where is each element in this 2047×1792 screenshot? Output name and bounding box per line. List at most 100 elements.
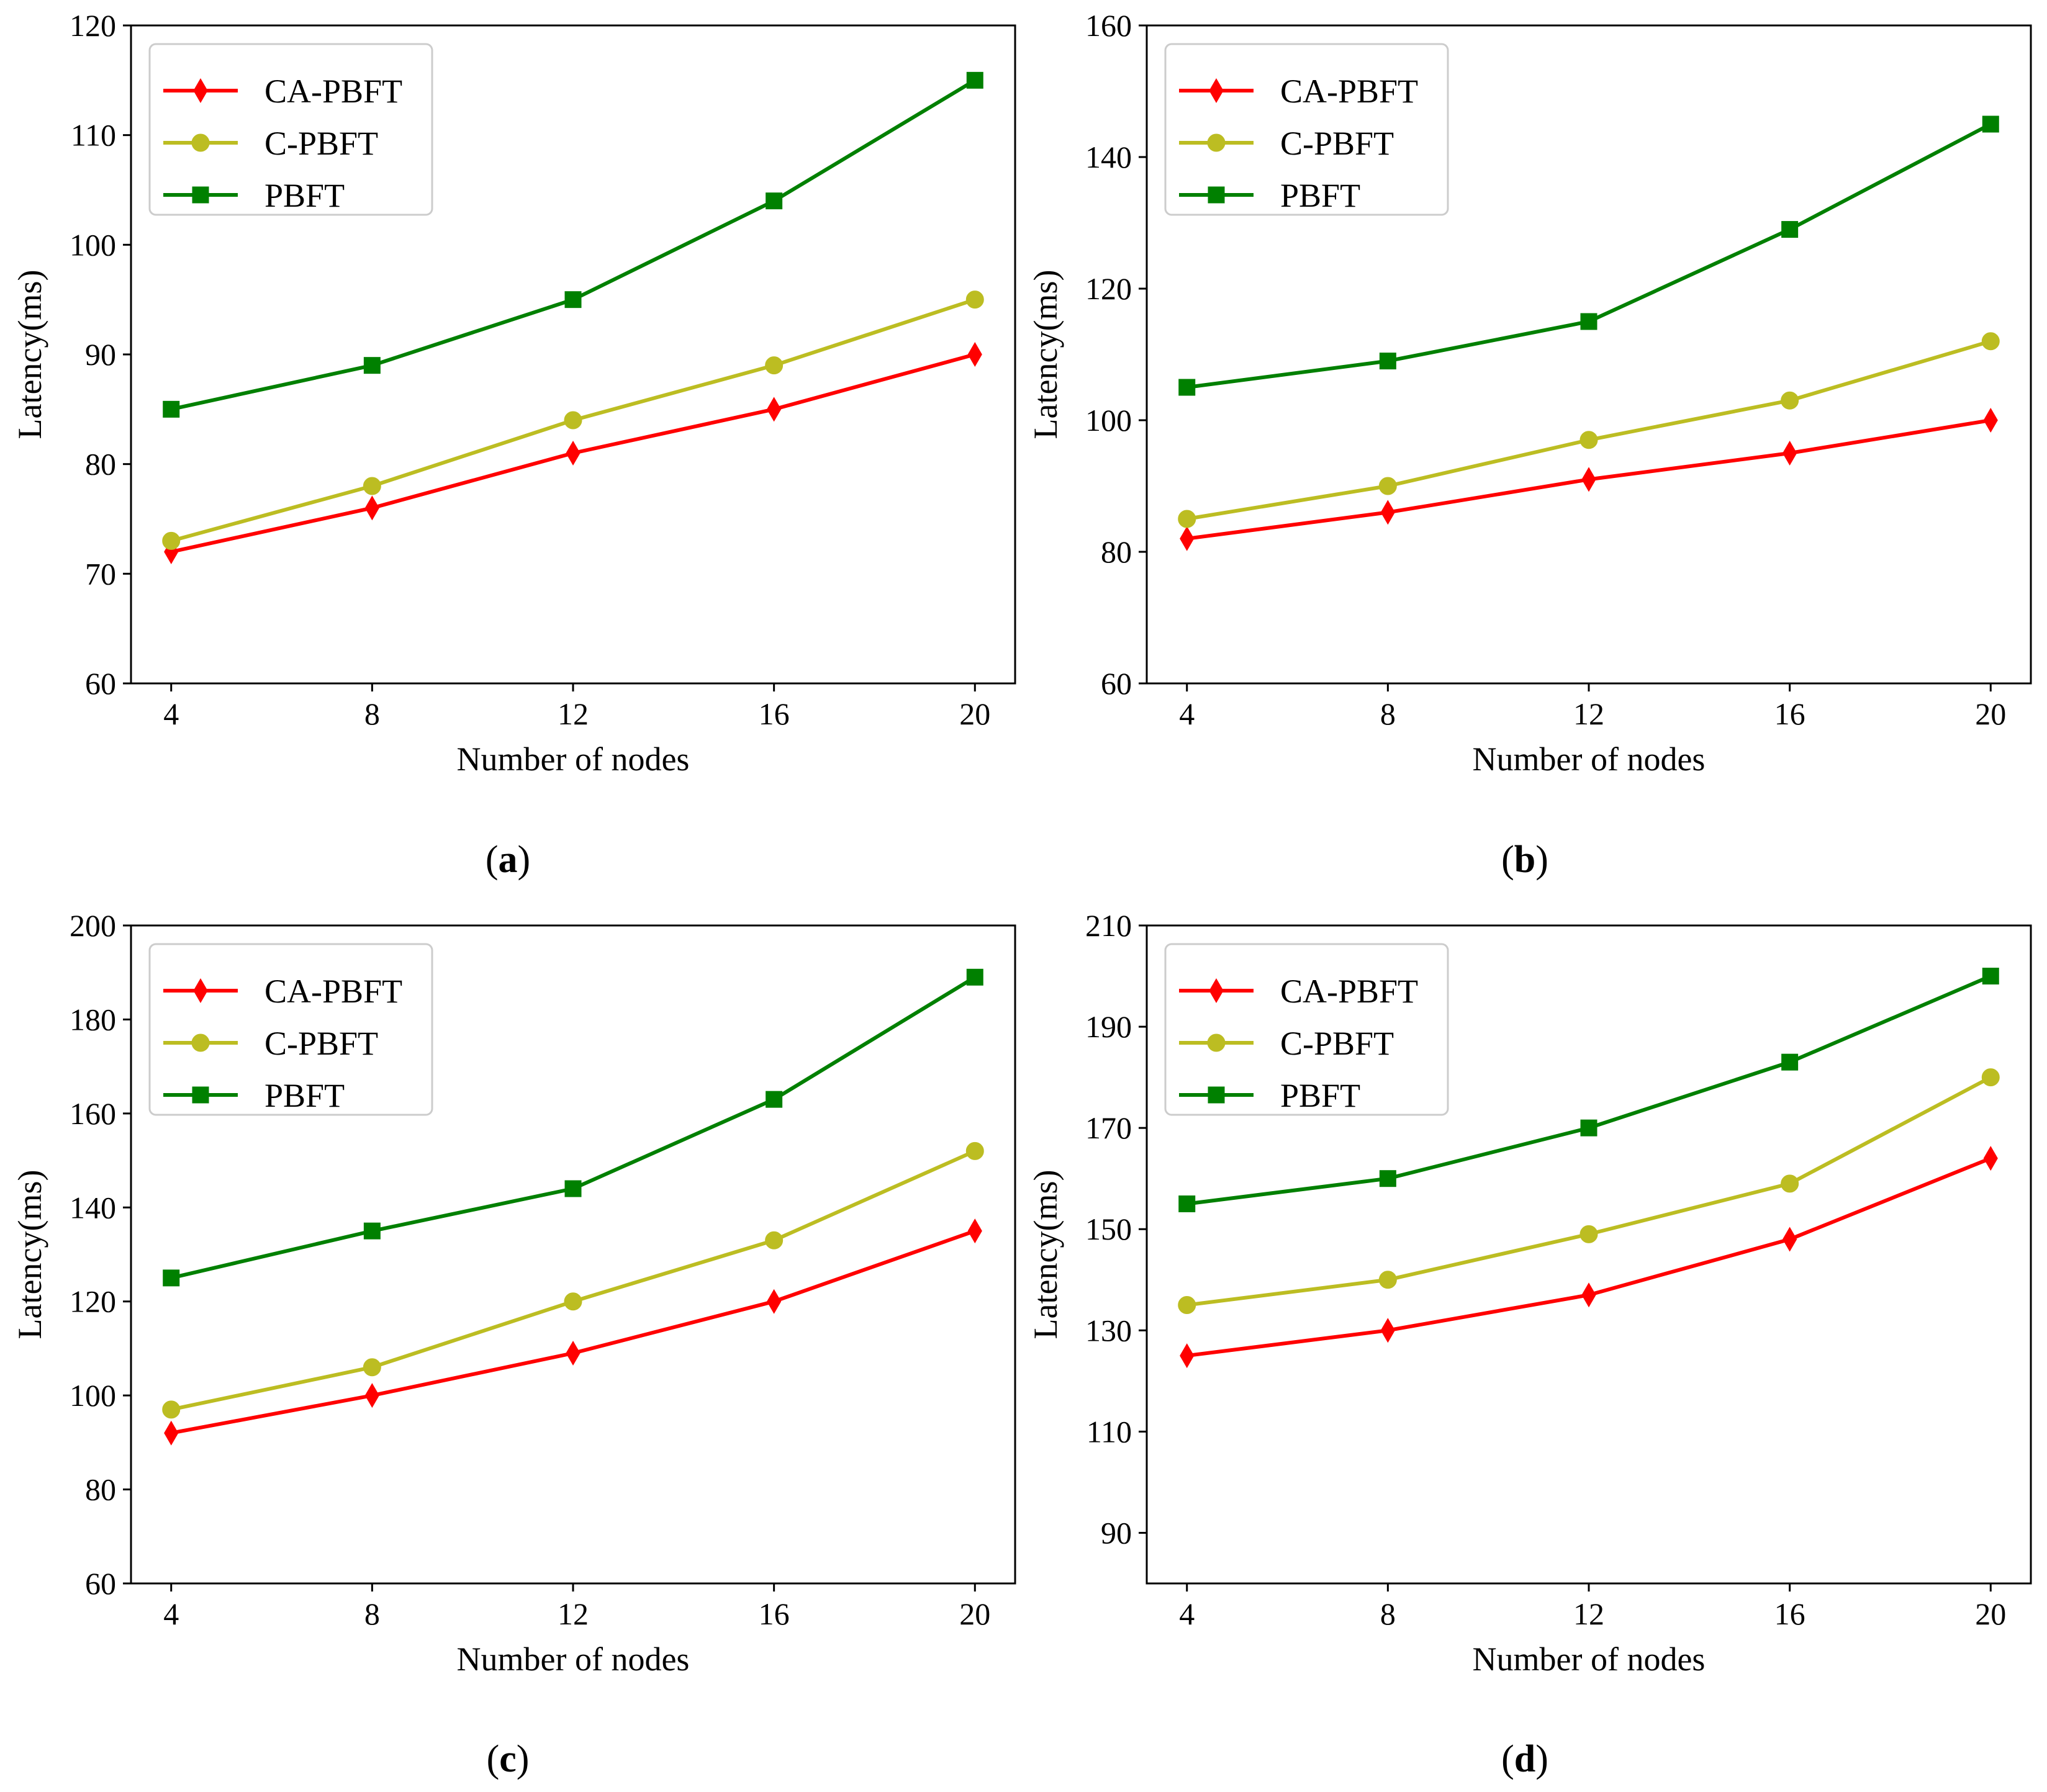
legend: CA-PBFT C-PBFT PBFT (148, 43, 433, 216)
panel-caption: (b) (1501, 839, 1548, 881)
data-point-pbft (1580, 1119, 1597, 1137)
data-point-pbft (1178, 379, 1196, 396)
y-tick-label: 170 (1085, 1110, 1132, 1145)
panel-caption: (a) (486, 839, 530, 881)
data-point-c-pbft (1579, 1225, 1598, 1243)
y-axis-title: Latency(ms) (1027, 270, 1064, 439)
data-point-pbft (1379, 1170, 1396, 1187)
x-tick-label: 20 (1975, 1596, 2006, 1631)
data-point-c-pbft (1378, 1271, 1397, 1289)
y-tick-label: 140 (70, 1190, 116, 1225)
data-point-pbft (1379, 353, 1396, 370)
series-c-pbft (162, 1141, 984, 1419)
chart-panel-d: 90 110 130 150 170 190 210 4 8 12 16 20 Number of no… (1027, 908, 2032, 1780)
panel-caption: (d) (1501, 1738, 1548, 1780)
data-point-ca-pbft (364, 495, 379, 521)
series-line-ca-pbft (171, 1229, 976, 1435)
data-point-c-pbft (765, 1231, 784, 1249)
caption-open-paren: ( (1501, 839, 1514, 881)
legend-frame (148, 943, 433, 1116)
caption-open-paren: ( (487, 1738, 500, 1780)
x-axis-title: Number of nodes (457, 741, 690, 778)
data-point-pbft (363, 357, 381, 374)
x-tick-label: 16 (1774, 696, 1805, 731)
legend-frame (1164, 943, 1449, 1116)
legend-frame (1164, 43, 1449, 216)
y-axis-title: Latency(ms) (11, 270, 48, 439)
chart-panel-b: 60 80 100 120 140 160 4 8 12 16 20 Number of nodes L… (1027, 8, 2032, 881)
chart-panel-c: 60 80 100 120 140 160 180 200 4 8 12 16 20 Number of … (11, 908, 1016, 1780)
data-point-c-pbft (1781, 391, 1799, 410)
x-tick-label: 12 (1573, 1596, 1604, 1631)
legend-marker-pbft (192, 1086, 209, 1104)
y-tick-label: 110 (71, 118, 116, 153)
data-point-ca-pbft (566, 441, 581, 466)
data-point-c-pbft (564, 411, 582, 430)
data-point-c-pbft (1178, 510, 1196, 528)
data-point-ca-pbft (767, 397, 782, 422)
data-point-ca-pbft (1180, 1343, 1195, 1369)
y-tick-label: 70 (85, 556, 116, 591)
y-tick-label: 80 (1101, 534, 1132, 569)
caption-close-paren: ) (517, 1738, 530, 1780)
legend-marker-pbft (1208, 1086, 1225, 1104)
data-point-ca-pbft (967, 1218, 982, 1244)
caption-letter: a (499, 839, 518, 881)
caption-open-paren: ( (1501, 1738, 1514, 1780)
caption-close-paren: ) (1535, 1738, 1548, 1780)
data-point-c-pbft (765, 356, 784, 375)
x-axis-title: Number of nodes (1473, 1641, 1706, 1678)
legend-label-ca-pbft: CA-PBFT (264, 973, 402, 1010)
legend-label-pbft: PBFT (1280, 1077, 1360, 1114)
data-point-c-pbft (1781, 1174, 1799, 1193)
caption-letter: c (499, 1738, 517, 1780)
y-tick-label: 180 (70, 1002, 116, 1037)
y-tick-label: 190 (1085, 1009, 1132, 1044)
legend: CA-PBFT C-PBFT PBFT (1164, 943, 1449, 1116)
y-tick-label: 60 (85, 666, 116, 701)
legend-label-pbft: PBFT (264, 177, 345, 214)
x-tick-label: 16 (759, 696, 790, 731)
y-tick-label: 150 (1085, 1212, 1132, 1246)
series-pbft (1178, 115, 1999, 396)
x-tick-label: 8 (1380, 1596, 1396, 1631)
x-tick-label: 20 (1975, 696, 2006, 731)
y-tick-label: 80 (85, 447, 116, 482)
data-point-ca-pbft (566, 1341, 581, 1366)
legend-label-pbft: PBFT (1280, 177, 1360, 214)
x-tick-label: 12 (1573, 696, 1604, 731)
legend: CA-PBFT C-PBFT PBFT (148, 943, 433, 1116)
legend-label-ca-pbft: CA-PBFT (264, 73, 402, 110)
x-tick-label: 4 (1179, 696, 1195, 731)
legend-marker-c-pbft (1207, 1033, 1226, 1052)
legend-marker-pbft (1208, 186, 1225, 204)
data-point-ca-pbft (364, 1383, 379, 1408)
series-line-c-pbft (1186, 339, 1992, 521)
data-point-pbft (1580, 313, 1597, 330)
panel-caption: (c) (487, 1738, 530, 1780)
y-tick-label: 80 (85, 1472, 116, 1507)
legend-marker-pbft (192, 186, 209, 204)
series-ca-pbft (1180, 1146, 1998, 1369)
y-axis-title: Latency(ms) (1027, 1170, 1064, 1339)
legend-marker-c-pbft (191, 133, 210, 152)
y-tick-label: 110 (1087, 1414, 1132, 1449)
y-tick-label: 210 (1085, 908, 1132, 943)
data-point-c-pbft (1981, 332, 2000, 351)
data-point-pbft (766, 1091, 783, 1108)
data-point-ca-pbft (767, 1289, 782, 1314)
data-point-pbft (966, 968, 983, 986)
legend-frame (148, 43, 433, 216)
data-point-ca-pbft (1783, 1227, 1797, 1252)
series-pbft (1178, 968, 1999, 1212)
data-point-ca-pbft (1783, 441, 1797, 466)
y-tick-label: 100 (1085, 403, 1132, 438)
data-point-ca-pbft (967, 342, 982, 367)
data-point-c-pbft (162, 1400, 181, 1419)
legend-marker-ca-pbft (1209, 78, 1224, 103)
data-point-pbft (1781, 1053, 1799, 1071)
x-tick-label: 20 (959, 1596, 990, 1631)
legend-marker-ca-pbft (1209, 978, 1224, 1003)
legend-label-ca-pbft: CA-PBFT (1280, 73, 1418, 110)
